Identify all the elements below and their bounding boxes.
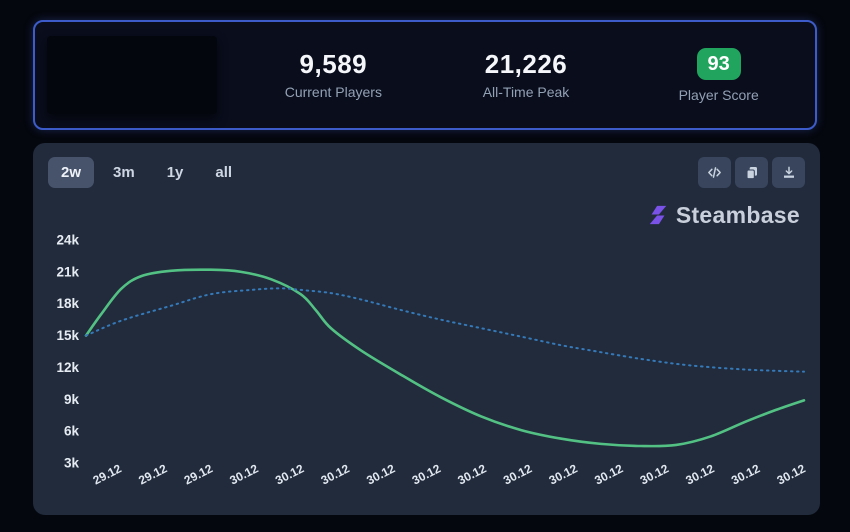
y-tick-label: 24k xyxy=(56,233,79,248)
player-count-line xyxy=(84,268,806,448)
x-tick-label: 30.12 xyxy=(592,461,625,487)
x-tick-label: 30.12 xyxy=(364,461,397,487)
y-tick-label: 12k xyxy=(56,360,79,375)
player-score-badge: 93 xyxy=(696,48,741,80)
current-players-value: 9,589 xyxy=(299,49,368,79)
x-tick-label: 30.12 xyxy=(729,461,762,487)
x-tick-label: 30.12 xyxy=(455,461,488,487)
download-button[interactable] xyxy=(772,157,805,188)
x-tick-label: 30.12 xyxy=(227,461,260,487)
steambase-logo-text: Steambase xyxy=(675,201,800,228)
chart-panel: 24k 21k 18k 15k 12k 9k 6k 3k 29.12 29.12 29.12 30.1… xyxy=(33,143,820,515)
stats-card: 9,589 Current Players 21,226 All-Time Pe… xyxy=(33,20,817,130)
range-button-1y[interactable]: 1y xyxy=(154,157,197,188)
x-tick-label: 30.12 xyxy=(775,461,808,487)
stat-player-score: 93 Player Score xyxy=(622,48,815,102)
x-tick-label: 30.12 xyxy=(683,461,716,487)
steambase-logo-icon xyxy=(647,203,669,227)
stat-current-players: 9,589 Current Players xyxy=(237,48,430,102)
x-tick-label: 30.12 xyxy=(501,461,534,487)
x-tick-label: 30.12 xyxy=(319,461,352,487)
range-button-3m[interactable]: 3m xyxy=(100,157,148,188)
x-tick-label: 30.12 xyxy=(547,461,580,487)
chart-toolbar: 2w 3m 1y all xyxy=(48,157,805,188)
y-tick-label: 6k xyxy=(64,424,80,439)
embed-code-button[interactable] xyxy=(698,157,731,188)
y-tick-label: 3k xyxy=(64,456,80,471)
x-tick-label: 30.12 xyxy=(410,461,443,487)
range-button-2w[interactable]: 2w xyxy=(48,157,95,188)
copy-icon xyxy=(744,165,760,181)
trend-dotted-line xyxy=(85,287,805,373)
chart-actions xyxy=(698,157,805,188)
x-tick-label: 29.12 xyxy=(182,461,215,487)
stats-row: 9,589 Current Players 21,226 All-Time Pe… xyxy=(237,48,815,102)
x-tick-label: 29.12 xyxy=(91,461,124,487)
player-chart[interactable]: 24k 21k 18k 15k 12k 9k 6k 3k 29.12 29.12 29.12 30.1… xyxy=(33,143,820,515)
current-players-label: Current Players xyxy=(284,84,382,100)
range-button-all[interactable]: all xyxy=(202,157,245,188)
x-tick-label: 29.12 xyxy=(136,461,169,487)
code-icon xyxy=(706,164,723,181)
range-selector: 2w 3m 1y all xyxy=(48,157,245,188)
stat-alltime-peak: 21,226 All-Time Peak xyxy=(430,48,623,102)
y-tick-label: 18k xyxy=(56,296,79,311)
player-score-label: Player Score xyxy=(678,87,759,103)
y-tick-label: 15k xyxy=(56,328,79,343)
copy-button[interactable] xyxy=(735,157,768,188)
x-tick-label: 30.12 xyxy=(273,461,306,487)
y-tick-label: 9k xyxy=(64,392,80,407)
y-tick-label: 21k xyxy=(56,264,79,279)
alltime-peak-value: 21,226 xyxy=(484,49,568,79)
game-capsule-image xyxy=(47,36,217,114)
download-icon xyxy=(781,165,797,181)
alltime-peak-label: All-Time Peak xyxy=(482,84,570,100)
steambase-logo[interactable]: Steambase xyxy=(647,203,800,227)
x-tick-label: 30.12 xyxy=(638,461,671,487)
